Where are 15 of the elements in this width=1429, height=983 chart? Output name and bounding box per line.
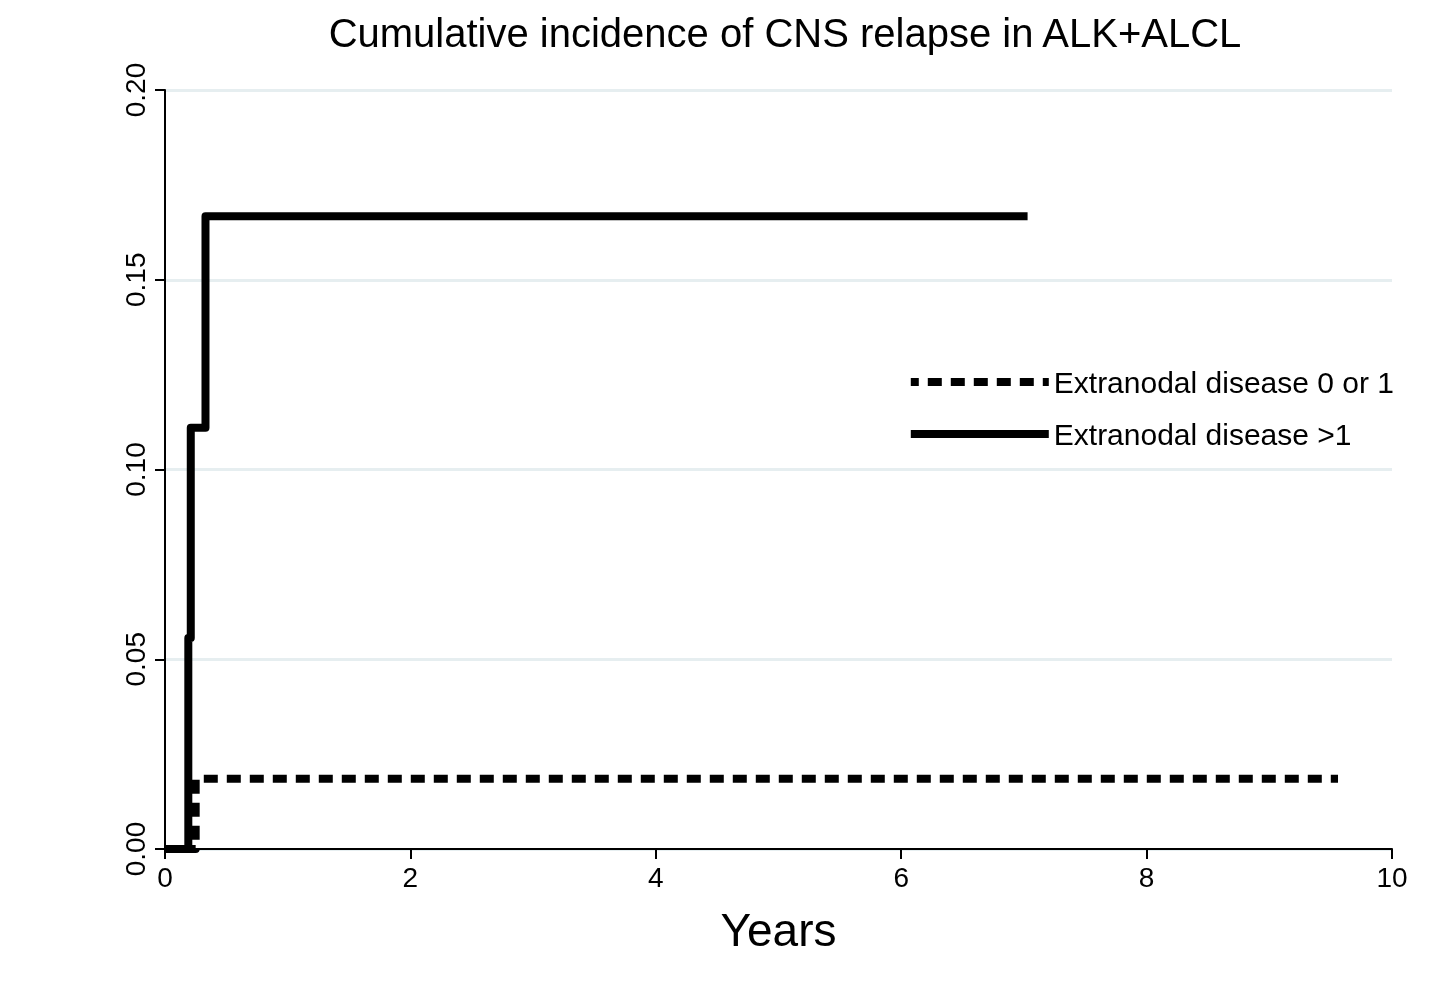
x-tick-label: 0	[157, 861, 173, 893]
x-tick-label: 2	[402, 861, 419, 893]
legend-label: Extranodal disease 0 or 1	[1053, 365, 1395, 399]
y-tick-label: 0.10	[119, 442, 151, 497]
x-tick-label: 10	[1376, 861, 1408, 893]
x-tick-label: 6	[893, 861, 909, 893]
x-tick-label: 8	[1138, 861, 1155, 893]
y-tick-label: 0.00	[119, 821, 151, 877]
chart-title: Cumulative incidence of CNS relapse in ALK+ALCL	[328, 11, 1242, 55]
y-tick-label: 0.15	[119, 252, 151, 307]
x-axis-title: Years	[720, 904, 837, 956]
y-tick-label: 0.20	[119, 62, 151, 118]
x-tick-label: 4	[648, 861, 664, 893]
legend-label: Extranodal disease >1	[1053, 417, 1352, 451]
y-tick-label: 0.05	[119, 632, 151, 687]
